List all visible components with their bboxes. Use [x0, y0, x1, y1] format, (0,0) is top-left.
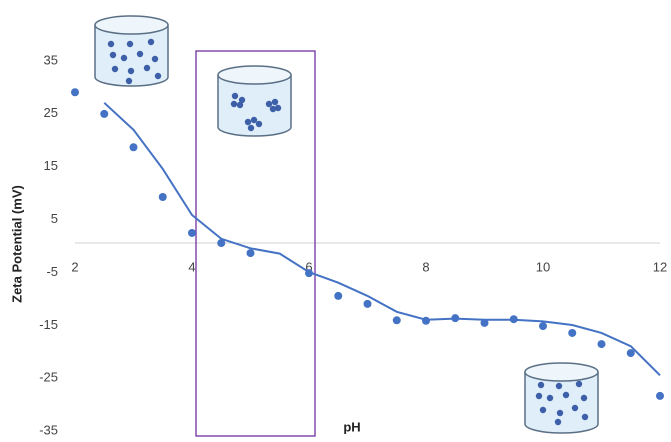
x-tick-label: 4 [188, 259, 195, 274]
y-tick-label: -25 [39, 370, 58, 385]
beaker-icon [218, 66, 291, 136]
data-point [539, 322, 547, 330]
data-point [364, 300, 372, 308]
data-point [188, 229, 196, 237]
x-tick-label: 10 [536, 259, 550, 274]
data-point [159, 193, 167, 201]
y-tick-label: 25 [44, 105, 58, 120]
data-point [247, 249, 255, 257]
beaker-icon [95, 16, 168, 86]
x-axis-label: pH [343, 419, 360, 434]
data-point [130, 143, 138, 151]
y-tick-label: -35 [39, 423, 58, 437]
data-point [334, 292, 342, 300]
data-point [568, 329, 576, 337]
data-point [656, 392, 664, 400]
data-line [104, 103, 660, 375]
y-tick-label: -5 [46, 264, 58, 279]
y-tick-label: 35 [44, 52, 58, 67]
x-tick-label: 2 [71, 259, 78, 274]
y-tick-label: 5 [51, 211, 58, 226]
data-point [71, 88, 79, 96]
y-tick-label: -15 [39, 317, 58, 332]
chart: Zeta Potential (mV) pH -35 -25 -15 -5 5 15 25 3… [0, 0, 671, 437]
data-point [100, 110, 108, 118]
x-tick-label: 12 [653, 259, 667, 274]
data-point [393, 316, 401, 324]
y-axis-label: Zeta Potential (mV) [9, 185, 24, 303]
y-tick-label: 15 [44, 158, 58, 173]
data-point [598, 340, 606, 348]
beaker-icon [525, 363, 598, 433]
x-tick-label: 8 [422, 259, 429, 274]
